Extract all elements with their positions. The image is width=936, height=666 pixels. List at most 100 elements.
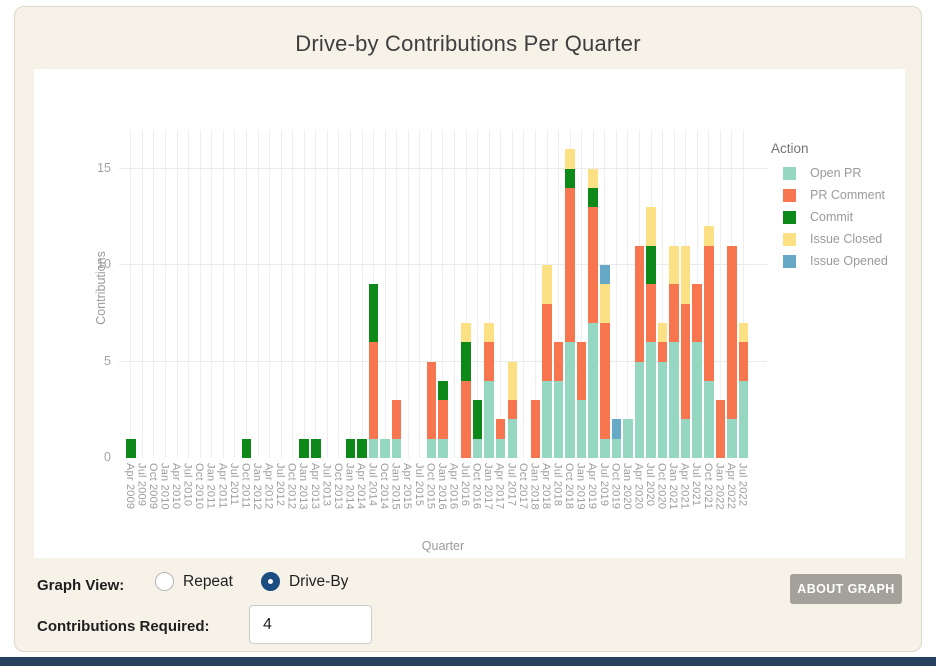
- bar-segment: [461, 322, 471, 343]
- x-tick-label: Apr 2021: [678, 463, 691, 510]
- bar-segment: [426, 361, 437, 439]
- bar-segment: [565, 149, 575, 169]
- bar-segment: [738, 342, 749, 381]
- x-tick-label: Oct 2016: [470, 463, 483, 510]
- vertical-gridline: [488, 130, 490, 458]
- bar-segment: [669, 284, 679, 343]
- x-tick-label: Jan 2013: [297, 463, 310, 510]
- bar-segment: [727, 419, 737, 458]
- vertical-gridline: [511, 130, 513, 458]
- bar-segment: [126, 438, 136, 458]
- bar-segment: [472, 400, 483, 439]
- x-tick-label: Jul 2016: [459, 463, 471, 507]
- bar-segment: [438, 380, 448, 401]
- radio-repeat-label: Repeat: [183, 572, 233, 590]
- legend-swatch-icon: [783, 254, 796, 268]
- vertical-gridline: [269, 130, 270, 458]
- y-tick-label: 10: [97, 257, 111, 271]
- bar-segment: [542, 303, 552, 381]
- radio-option-repeat[interactable]: Repeat: [155, 572, 233, 591]
- vertical-gridline: [222, 130, 224, 458]
- bar-segment: [727, 245, 737, 420]
- bar-segment: [461, 342, 471, 381]
- about-graph-button[interactable]: ABOUT GRAPH: [790, 574, 902, 604]
- bar-segment: [241, 438, 252, 458]
- vertical-gridline: [719, 130, 721, 458]
- y-tick-label: 5: [104, 353, 111, 368]
- bar-segment: [495, 419, 506, 439]
- bar-segment: [565, 342, 575, 458]
- x-tick-label: Jul 2022: [736, 463, 749, 507]
- bar-segment: [391, 400, 402, 439]
- x-tick-label: Oct 2011: [239, 463, 252, 509]
- bar-segment: [368, 284, 379, 343]
- bar-segment: [611, 438, 622, 458]
- legend-swatch-icon: [783, 188, 796, 202]
- vertical-gridline: [477, 130, 479, 458]
- radio-repeat-icon[interactable]: [155, 572, 174, 591]
- x-tick-label: Jan 2010: [158, 463, 171, 510]
- x-tick-label: Apr 2022: [724, 463, 737, 510]
- contributions-required-input[interactable]: [249, 605, 372, 644]
- bar-segment: [634, 361, 645, 458]
- radio-drive-by-label: Drive-By: [288, 572, 349, 590]
- bar-segment: [495, 438, 506, 458]
- vertical-gridline: [384, 130, 386, 458]
- bar-segment: [600, 284, 610, 323]
- bar-segment: [634, 245, 645, 362]
- vertical-gridline: [130, 130, 132, 458]
- x-tick-label: Oct 2010: [193, 463, 206, 510]
- bar-segment: [646, 284, 656, 343]
- bar-segment: [542, 265, 552, 304]
- x-tick-label: Oct 2009: [146, 463, 159, 510]
- x-tick-label: Jul 2017: [505, 463, 518, 507]
- bar-segment: [657, 361, 668, 458]
- vertical-gridline: [465, 130, 467, 458]
- vertical-gridline: [662, 130, 664, 458]
- vertical-gridline: [349, 130, 351, 458]
- vertical-gridline: [430, 130, 432, 458]
- x-tick-label: Jan 2019: [574, 463, 587, 510]
- legend-item: Commit: [771, 210, 901, 224]
- x-tick-label: Jul 2012: [274, 463, 287, 507]
- vertical-gridline: [141, 130, 143, 458]
- x-tick-label: Apr 2013: [308, 463, 321, 510]
- legend-item: Issue Closed: [771, 232, 901, 246]
- legend-label: Issue Opened: [810, 254, 888, 268]
- vertical-gridline: [234, 130, 236, 458]
- radio-option-drive-by[interactable]: Drive-By: [260, 572, 349, 591]
- bar-segment: [623, 419, 633, 458]
- bar-segment: [345, 438, 356, 458]
- x-tick-label: Jan 2017: [482, 463, 495, 510]
- bar-segment: [646, 245, 656, 285]
- x-tick-label: Jul 2020: [644, 463, 656, 507]
- bar-segment: [553, 342, 564, 381]
- legend-label: PR Comment: [810, 188, 886, 202]
- bar-segment: [738, 322, 749, 343]
- bar-segment: [657, 342, 668, 362]
- radio-drive-by-icon[interactable]: [260, 572, 280, 591]
- x-tick-label: Jul 2015: [412, 463, 425, 507]
- vertical-gridline: [419, 130, 421, 458]
- bar-segment: [565, 168, 575, 188]
- bar-segment: [588, 168, 598, 188]
- x-tick-label: Jan 2021: [667, 463, 680, 510]
- x-tick-label: Apr 2016: [447, 463, 460, 510]
- bar-segment: [669, 342, 679, 458]
- bar-segment: [588, 322, 598, 458]
- bar-segment: [588, 207, 598, 323]
- bar-segment: [507, 400, 518, 420]
- x-tick-label: Oct 2012: [285, 463, 298, 510]
- vertical-gridline: [454, 130, 455, 458]
- legend-item: PR Comment: [771, 188, 901, 202]
- bar-segment: [368, 438, 379, 458]
- x-tick-label: Oct 2021: [701, 463, 714, 510]
- bar-segment: [438, 438, 448, 458]
- x-tick-label: Apr 2019: [586, 463, 599, 510]
- bar-segment: [507, 361, 518, 401]
- bar-segment: [588, 187, 598, 208]
- x-axis-title: Quarter: [421, 539, 465, 553]
- chart-legend: Action Open PR PR Comment Commit Issue Clos…: [771, 141, 901, 276]
- bar-segment: [426, 438, 437, 458]
- y-tick-label: 15: [97, 160, 111, 175]
